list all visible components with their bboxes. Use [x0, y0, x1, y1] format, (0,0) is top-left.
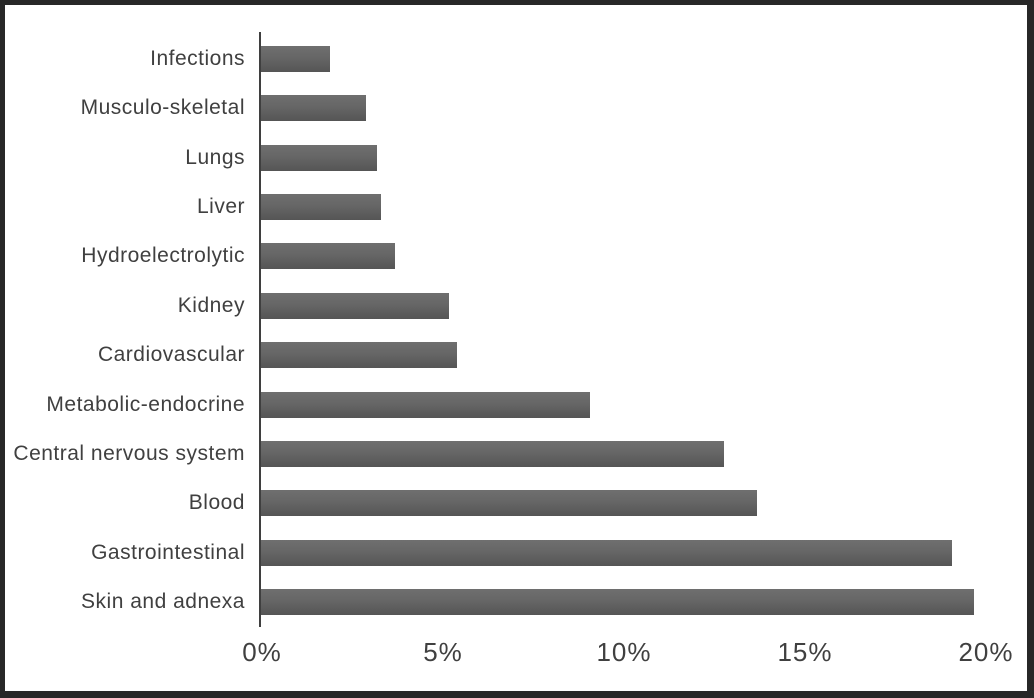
chart-row: Musculo-skeletal	[5, 83, 1027, 132]
chart-row: Gastrointestinal	[5, 528, 1027, 577]
bar-track	[261, 440, 1027, 467]
category-label: Central nervous system	[13, 441, 245, 465]
chart-row: Liver	[5, 182, 1027, 231]
bar-track	[261, 391, 1027, 418]
category-label: Musculo-skeletal	[80, 96, 245, 120]
bar-track	[261, 490, 1027, 517]
chart-row: Cardiovascular	[5, 330, 1027, 379]
category-label: Lungs	[185, 145, 245, 169]
bar	[261, 95, 366, 122]
bar	[261, 440, 725, 467]
category-label: Blood	[188, 491, 245, 515]
chart-row: Hydroelectrolytic	[5, 232, 1027, 281]
category-label: Hydroelectrolytic	[81, 244, 245, 268]
category-label: Liver	[196, 194, 245, 218]
category-label: Infections	[150, 46, 245, 70]
bar-rows: Infections Musculo-skeletal Lungs Liver …	[5, 34, 1027, 627]
bar-track	[261, 292, 1027, 319]
x-tick-label: 20%	[958, 637, 1014, 667]
category-label: Metabolic-endocrine	[46, 392, 245, 416]
chart-row: Blood	[5, 479, 1027, 528]
bar	[261, 45, 330, 72]
bar	[261, 589, 975, 616]
bar-track	[261, 539, 1027, 566]
bar-chart: Infections Musculo-skeletal Lungs Liver …	[5, 5, 1027, 691]
bar	[261, 391, 591, 418]
category-label: Skin and adnexa	[81, 590, 245, 614]
bar	[261, 490, 757, 517]
bar	[261, 144, 377, 171]
bar-track	[261, 144, 1027, 171]
x-tick-label: 0%	[242, 637, 282, 667]
chart-row: Skin and adnexa	[5, 577, 1027, 626]
bar-track	[261, 193, 1027, 220]
chart-row: Central nervous system	[5, 429, 1027, 478]
bar-track	[261, 95, 1027, 122]
y-axis-line	[259, 32, 261, 627]
bar	[261, 243, 395, 270]
bar	[261, 292, 450, 319]
x-tick-label: 5%	[423, 637, 463, 667]
category-label: Gastrointestinal	[91, 540, 245, 564]
bar-track	[261, 589, 1027, 616]
bar-track	[261, 342, 1027, 369]
chart-row: Lungs	[5, 133, 1027, 182]
bar	[261, 193, 381, 220]
bar	[261, 342, 457, 369]
bar-track	[261, 243, 1027, 270]
bar-track	[261, 45, 1027, 72]
category-label: Kidney	[177, 293, 245, 317]
x-tick-label: 10%	[596, 637, 652, 667]
chart-row: Infections	[5, 34, 1027, 83]
chart-row: Kidney	[5, 281, 1027, 330]
x-tick-label: 15%	[777, 637, 833, 667]
bar	[261, 539, 953, 566]
chart-row: Metabolic-endocrine	[5, 380, 1027, 429]
category-label: Cardiovascular	[97, 343, 245, 367]
